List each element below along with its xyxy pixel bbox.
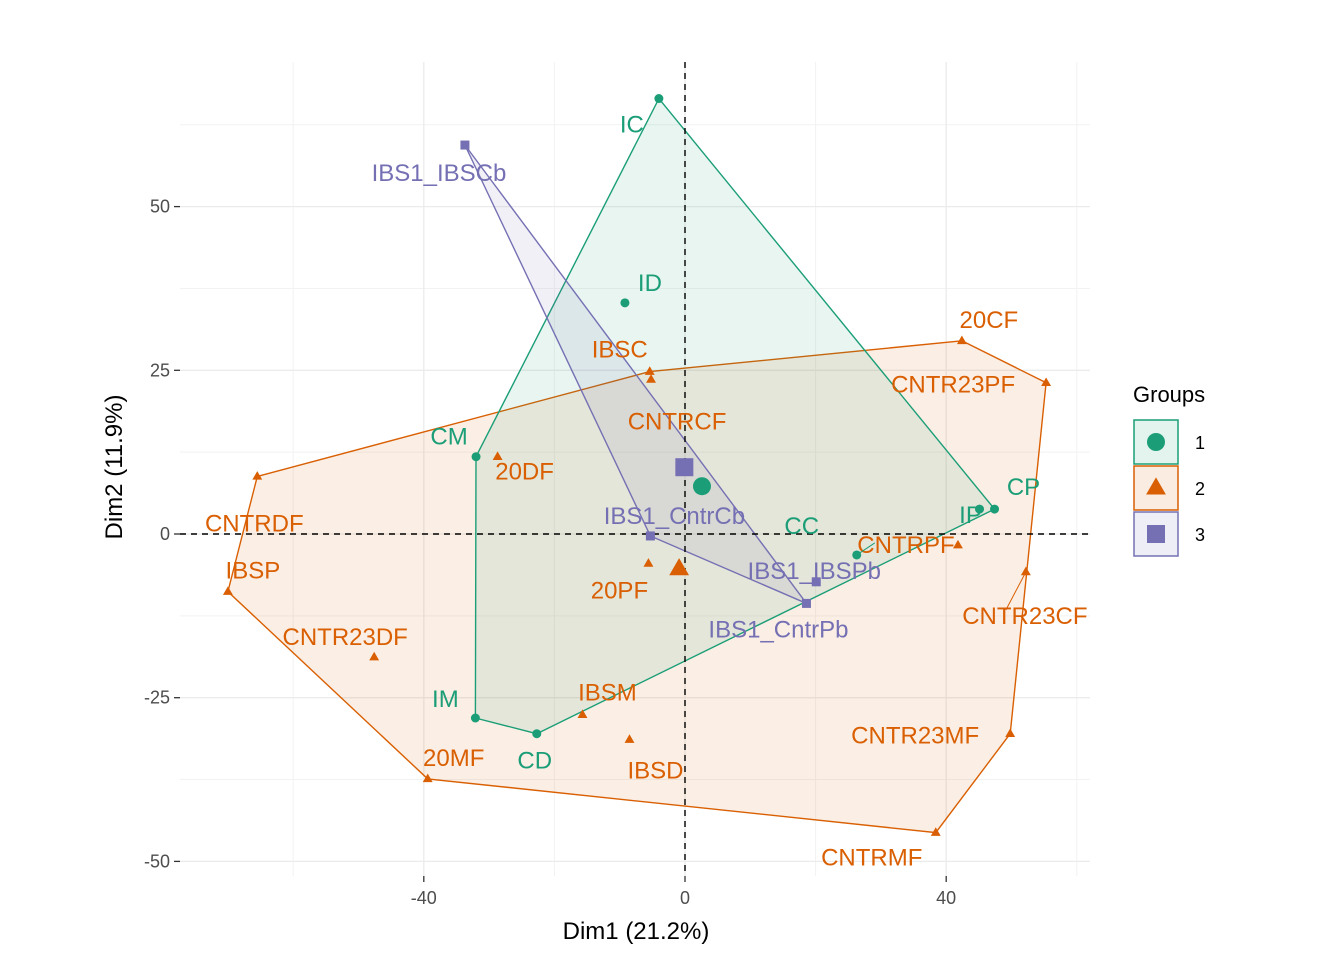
hull-group-3: [464, 144, 809, 606]
x-axis-title: Dim1 (21.2%): [563, 918, 710, 945]
label-IP: IP: [959, 502, 982, 529]
label-20MF: 20MF: [423, 745, 484, 772]
label-CP: CP: [1007, 474, 1040, 501]
label-IM: IM: [432, 686, 459, 713]
label-CNTRPF: CNTRPF: [857, 532, 954, 559]
point-20MF: [422, 773, 433, 783]
y-tick-label: 0: [160, 524, 170, 544]
label-IBSC: IBSC: [592, 337, 648, 364]
point-CD: [532, 729, 542, 739]
label-IBS1_CntrCb: IBS1_CntrCb: [604, 503, 745, 530]
point-IBS1_IBSPb: [811, 577, 821, 587]
point-CNTRPF: [953, 539, 963, 549]
label-IC: IC: [620, 112, 644, 139]
point-ID: [620, 298, 630, 308]
legend-label-2: 2: [1195, 479, 1205, 499]
legend-title: Groups: [1133, 382, 1205, 407]
x-tick-label: -40: [411, 888, 437, 908]
point-CNTRMF: [930, 827, 941, 836]
label-IBSD: IBSD: [627, 758, 683, 785]
point-CNTR23PF: [1041, 377, 1052, 386]
centroid-group-3: [675, 458, 694, 477]
point-IP: [975, 504, 985, 514]
label-CC: CC: [784, 513, 819, 540]
label-IBS1_IBSCb: IBS1_IBSCb: [372, 160, 507, 187]
label-CM: CM: [430, 424, 467, 451]
legend-label-3: 3: [1195, 525, 1205, 545]
label-ID: ID: [638, 270, 662, 297]
point-CNTR23MF: [1005, 728, 1016, 737]
label-CNTRCF: CNTRCF: [628, 408, 727, 435]
label-IBSM: IBSM: [578, 680, 637, 707]
point-20DF: [492, 451, 503, 460]
point-IM: [470, 713, 480, 723]
point-IBS1_IBSCb: [460, 140, 470, 150]
label-CNTR23DF: CNTR23DF: [283, 624, 408, 651]
label-20DF: 20DF: [495, 459, 554, 486]
label-CNTRDF: CNTRDF: [205, 510, 304, 537]
label-IBS1_CntrPb: IBS1_CntrPb: [708, 616, 848, 643]
point-IBS1_CntrPb: [801, 598, 811, 608]
label-20CF: 20CF: [960, 307, 1019, 334]
legend-marker-1: [1147, 433, 1165, 451]
point-20CF: [956, 335, 967, 345]
legend-marker-2: [1146, 477, 1166, 495]
point-CNTR23CF: [1020, 566, 1031, 576]
label-20PF: 20PF: [591, 577, 648, 604]
label-connector-CC: [856, 542, 876, 556]
y-tick-label: -25: [144, 688, 170, 708]
point-IBS1_CntrCb: [645, 531, 655, 541]
point-IBSD: [624, 734, 635, 743]
x-tick-label: 0: [680, 888, 690, 908]
label-IBS1_IBSPb: IBS1_IBSPb: [748, 558, 881, 585]
plot-panel: [180, 62, 1090, 876]
label-CNTR23MF: CNTR23MF: [851, 723, 979, 750]
point-CNTR23DF: [369, 651, 380, 661]
label-connector-CNTR23CF: [1005, 571, 1027, 611]
point-IC: [654, 94, 664, 104]
label-CD: CD: [517, 748, 552, 775]
point-CNTRDF: [252, 471, 263, 480]
legend-marker-3: [1147, 525, 1165, 543]
y-tick-label: 25: [150, 360, 170, 380]
legend-label-1: 1: [1195, 433, 1205, 453]
y-axis-title: Dim2 (11.9%): [101, 395, 128, 540]
point-IBSC: [644, 366, 655, 375]
point-IBSP: [222, 586, 233, 595]
centroid-group-2: [669, 558, 690, 576]
label-IBSP: IBSP: [226, 558, 281, 585]
label-CNTR23CF: CNTR23CF: [962, 603, 1087, 630]
point-20PF: [643, 558, 654, 567]
point-CM: [471, 452, 481, 462]
y-tick-label: -50: [144, 851, 170, 871]
point-CNTRCF: [646, 374, 656, 383]
centroid-group-1: [692, 477, 711, 496]
label-CNTR23PF: CNTR23PF: [891, 372, 1015, 399]
y-tick-label: 50: [150, 197, 170, 217]
hull-group-1: [474, 97, 996, 735]
label-CNTRMF: CNTRMF: [821, 845, 922, 872]
point-CP: [990, 504, 1000, 514]
point-IBSM: [577, 709, 588, 718]
x-tick-label: 40: [936, 888, 956, 908]
